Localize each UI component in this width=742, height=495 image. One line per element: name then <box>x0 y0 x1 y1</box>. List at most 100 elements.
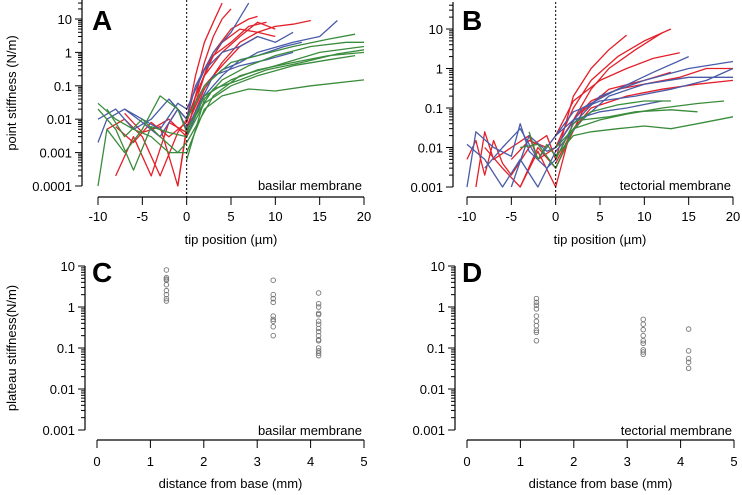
panel-letter: C <box>92 257 112 288</box>
data-point <box>315 290 322 296</box>
x-tick-label: 5 <box>596 209 603 224</box>
trace-blue <box>466 76 733 188</box>
trace-red <box>510 52 680 160</box>
data-point <box>163 267 170 273</box>
x-tick-label: -10 <box>89 209 108 224</box>
data-point <box>270 295 276 302</box>
data-point <box>163 287 170 294</box>
membrane-annotation: tectorial membrane <box>620 178 731 193</box>
trace-green <box>186 41 364 161</box>
y-tick-label: 0.1 <box>427 341 445 356</box>
data-point <box>533 313 540 319</box>
x-tick-label: 1 <box>147 454 154 469</box>
x-tick-label: 0 <box>93 454 100 469</box>
x-tick-label: 10 <box>637 209 651 224</box>
data-point <box>270 318 276 324</box>
panel-c: 0.001 0.01 0.1 1 10 0 1 2 3 4 5 distance from base … <box>4 257 368 491</box>
trace-green <box>106 45 365 154</box>
y-tick-label: 0.001 <box>410 180 443 195</box>
y-tick-label: 0.001 <box>412 423 445 438</box>
data-point <box>315 350 322 356</box>
y-tick-label: 0.01 <box>418 141 443 156</box>
data-point <box>315 318 322 324</box>
plot-area <box>163 267 322 359</box>
y-tick-label: 0.1 <box>425 101 443 116</box>
trace-green <box>555 100 671 160</box>
trace-red <box>484 32 663 188</box>
y-tick-label: 0.1 <box>54 79 72 94</box>
x-tick-label: 4 <box>307 454 314 469</box>
data-point <box>315 325 322 332</box>
data-point <box>533 322 540 329</box>
x-tick-label: 2 <box>200 454 207 469</box>
data-point <box>640 326 646 333</box>
x-axis-label: tip position (µm) <box>554 232 647 247</box>
data-point <box>640 332 646 339</box>
x-tick-label: 2 <box>570 454 577 469</box>
data-point <box>315 301 322 307</box>
data-point <box>315 311 322 318</box>
y-tick-label: 0.0001 <box>32 179 72 194</box>
panel-letter: D <box>462 257 482 288</box>
data-point <box>685 326 692 332</box>
trace-green <box>97 54 356 171</box>
x-tick-label: 0 <box>463 454 470 469</box>
data-point <box>533 306 540 312</box>
data-point <box>163 281 170 288</box>
trace-blue <box>168 2 250 120</box>
x-tick-label: 20 <box>357 209 371 224</box>
trace-green <box>528 116 734 161</box>
plot-area <box>466 28 734 188</box>
plot-area <box>97 2 365 187</box>
x-axis-label: distance from base (mm) <box>529 476 673 491</box>
trace-green <box>555 109 698 148</box>
data-point <box>685 359 692 365</box>
data-point <box>640 349 646 355</box>
x-tick-label: 3 <box>254 454 261 469</box>
plot-area <box>533 295 692 372</box>
data-point <box>685 365 692 372</box>
y-axis-label: plateau stiffness(N/m) <box>4 285 19 411</box>
x-tick-label: 15 <box>681 209 695 224</box>
y-axis-label: point stiffness (N/m) <box>4 35 19 150</box>
data-point <box>533 329 540 336</box>
data-point <box>533 302 540 309</box>
panel-d: 0.001 0.01 0.1 1 10 0 1 2 3 4 5 distance from base … <box>412 257 737 491</box>
panel-letter: A <box>92 5 112 36</box>
data-point <box>315 328 322 335</box>
data-point <box>315 332 322 339</box>
y-tick-label: 1 <box>68 300 75 315</box>
data-point <box>315 352 322 359</box>
y-tick-label: 0.01 <box>50 382 75 397</box>
trace-red <box>186 19 311 110</box>
data-point <box>640 316 646 323</box>
data-point <box>163 291 170 298</box>
trace-red <box>475 28 672 188</box>
x-tick-label: 10 <box>268 209 282 224</box>
y-tick-label: 0.01 <box>420 382 445 397</box>
y-tick-label: 1 <box>436 62 443 77</box>
data-point <box>685 348 692 354</box>
data-point <box>533 338 540 344</box>
membrane-annotation: tectorial membrane <box>621 423 732 438</box>
x-tick-label: -5 <box>137 209 149 224</box>
data-point <box>640 351 646 358</box>
trace-blue <box>555 100 663 137</box>
data-point <box>270 332 276 339</box>
data-point <box>315 345 322 351</box>
y-tick-label: 10 <box>58 12 72 27</box>
membrane-annotation: basilar membrane <box>258 423 362 438</box>
y-tick-label: 0.01 <box>47 112 72 127</box>
trace-green <box>186 33 356 120</box>
data-point <box>163 295 170 302</box>
membrane-annotation: basilar membrane <box>258 178 362 193</box>
panel-letter: B <box>462 5 482 36</box>
x-tick-label: 5 <box>360 454 367 469</box>
data-point <box>685 355 692 362</box>
data-point <box>270 291 276 298</box>
panel-b: 0.001 0.01 0.1 1 10 -10 -5 0 5 10 15 20 tip position… <box>410 2 740 247</box>
x-tick-label: -10 <box>458 209 477 224</box>
data-point <box>315 338 322 344</box>
data-point <box>533 318 540 324</box>
